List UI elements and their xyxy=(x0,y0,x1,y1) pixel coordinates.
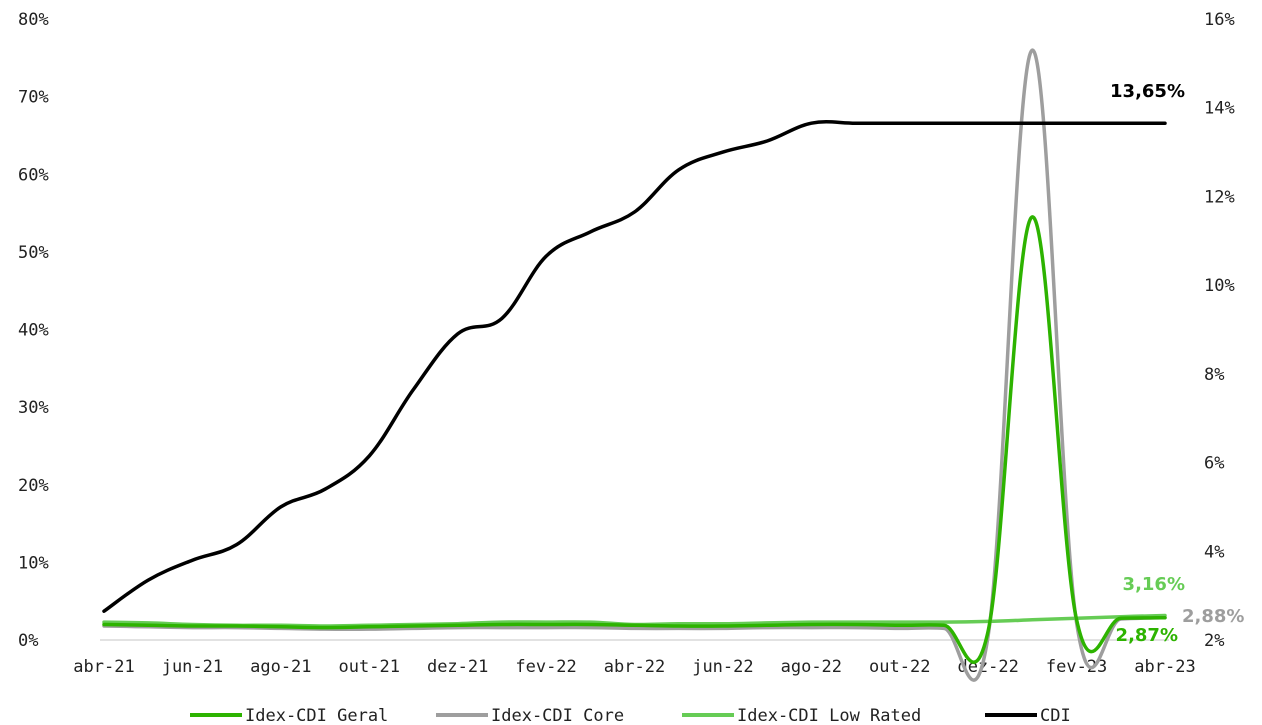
x-tick-label: ago-22 xyxy=(781,657,842,677)
legend-item-idex-cdi-geral: Idex-CDI Geral xyxy=(190,706,388,725)
right-y-tick-label: 14% xyxy=(1204,99,1235,119)
right-y-tick-label: 10% xyxy=(1204,276,1235,296)
x-tick-label: jun-21 xyxy=(162,657,223,677)
series-lines xyxy=(102,48,1167,682)
x-tick-label: dez-21 xyxy=(427,657,488,677)
x-tick-label: fev-22 xyxy=(515,657,576,677)
end-value-labels: 13,65% 3,16% 2,88%2,87% xyxy=(1110,81,1244,646)
right-y-tick-label: 4% xyxy=(1204,542,1224,562)
x-tick-label: jun-22 xyxy=(692,657,753,677)
left-y-tick-label: 80% xyxy=(18,10,49,30)
x-axis-ticks: abr-21 jun-21 ago-21 out-21 dez-21 fev-22 abr-… xyxy=(73,657,1195,677)
right-y-axis-ticks: 2% 4% 6% 8% 10% 12% 14% 16% xyxy=(1204,10,1235,651)
legend-item-idex-cdi-low-rated: Idex-CDI Low Rated xyxy=(682,706,921,725)
x-tick-label: fev-23 xyxy=(1046,657,1107,677)
left-y-tick-label: 50% xyxy=(18,243,49,263)
series-line-idex-cdi-core xyxy=(102,48,1167,682)
x-tick-label: out-22 xyxy=(869,657,930,677)
legend-label: Idex-CDI Low Rated xyxy=(737,706,921,725)
x-tick-label: abr-22 xyxy=(604,657,665,677)
legend-label: CDI xyxy=(1040,706,1071,725)
legend-item-cdi: CDI xyxy=(985,706,1071,725)
end-label-idex-cdi-core: 2,88% xyxy=(1182,606,1244,627)
left-y-tick-label: 40% xyxy=(18,321,49,341)
legend-label: Idex-CDI Core xyxy=(491,706,624,725)
legend-label: Idex-CDI Geral xyxy=(245,706,388,725)
x-tick-label: abr-21 xyxy=(73,657,134,677)
left-y-tick-label: 60% xyxy=(18,165,49,185)
x-tick-label: out-21 xyxy=(339,657,400,677)
end-label-idex-cdi-low-rated: 3,16% xyxy=(1123,574,1185,595)
series-line-idex-cdi-geral xyxy=(102,215,1167,664)
left-y-tick-label: 70% xyxy=(18,88,49,108)
left-y-tick-label: 0% xyxy=(18,631,38,651)
left-y-tick-label: 30% xyxy=(18,398,49,418)
left-y-axis-ticks: 0% 10% 20% 30% 40% 50% 60% 70% 80% xyxy=(18,10,49,651)
x-tick-label: abr-23 xyxy=(1134,657,1195,677)
left-y-tick-label: 10% xyxy=(18,553,49,573)
right-y-tick-label: 8% xyxy=(1204,365,1224,385)
series-line-cdi xyxy=(102,120,1167,613)
legend: Idex-CDI Geral Idex-CDI Core Idex-CDI Low … xyxy=(190,706,1071,725)
right-y-tick-label: 16% xyxy=(1204,10,1235,30)
right-y-tick-label: 2% xyxy=(1204,631,1224,651)
end-label-idex-cdi-geral: 2,87% xyxy=(1116,625,1178,646)
end-label-cdi: 13,65% xyxy=(1110,81,1185,102)
x-tick-label: ago-21 xyxy=(250,657,311,677)
legend-item-idex-cdi-core: Idex-CDI Core xyxy=(436,706,624,725)
left-y-tick-label: 20% xyxy=(18,476,49,496)
right-y-tick-label: 6% xyxy=(1204,454,1224,474)
right-y-tick-label: 12% xyxy=(1204,187,1235,207)
